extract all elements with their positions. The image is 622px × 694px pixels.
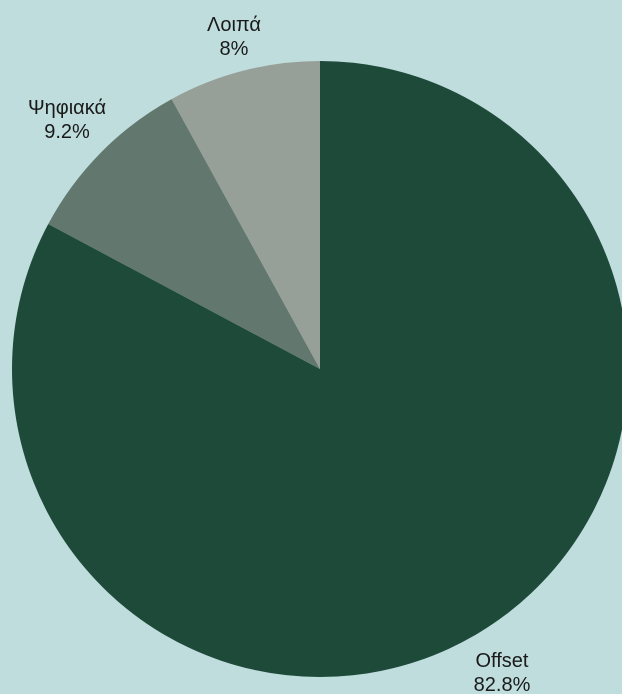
slice-label-2: Λοιπά <box>207 14 261 36</box>
pie-slice-1 <box>48 99 320 370</box>
pie-slice-2 <box>171 61 320 369</box>
slice-value-label-0: 82.8% <box>474 674 531 694</box>
slice-label-1: Ψηφιακά <box>28 97 106 119</box>
slice-value-label-2: 8% <box>220 38 249 60</box>
slice-value-label-1: 9.2% <box>44 121 90 143</box>
pie-slices <box>12 61 622 677</box>
pie-slice-0 <box>12 61 622 677</box>
slice-label-0: Offset <box>476 650 529 672</box>
